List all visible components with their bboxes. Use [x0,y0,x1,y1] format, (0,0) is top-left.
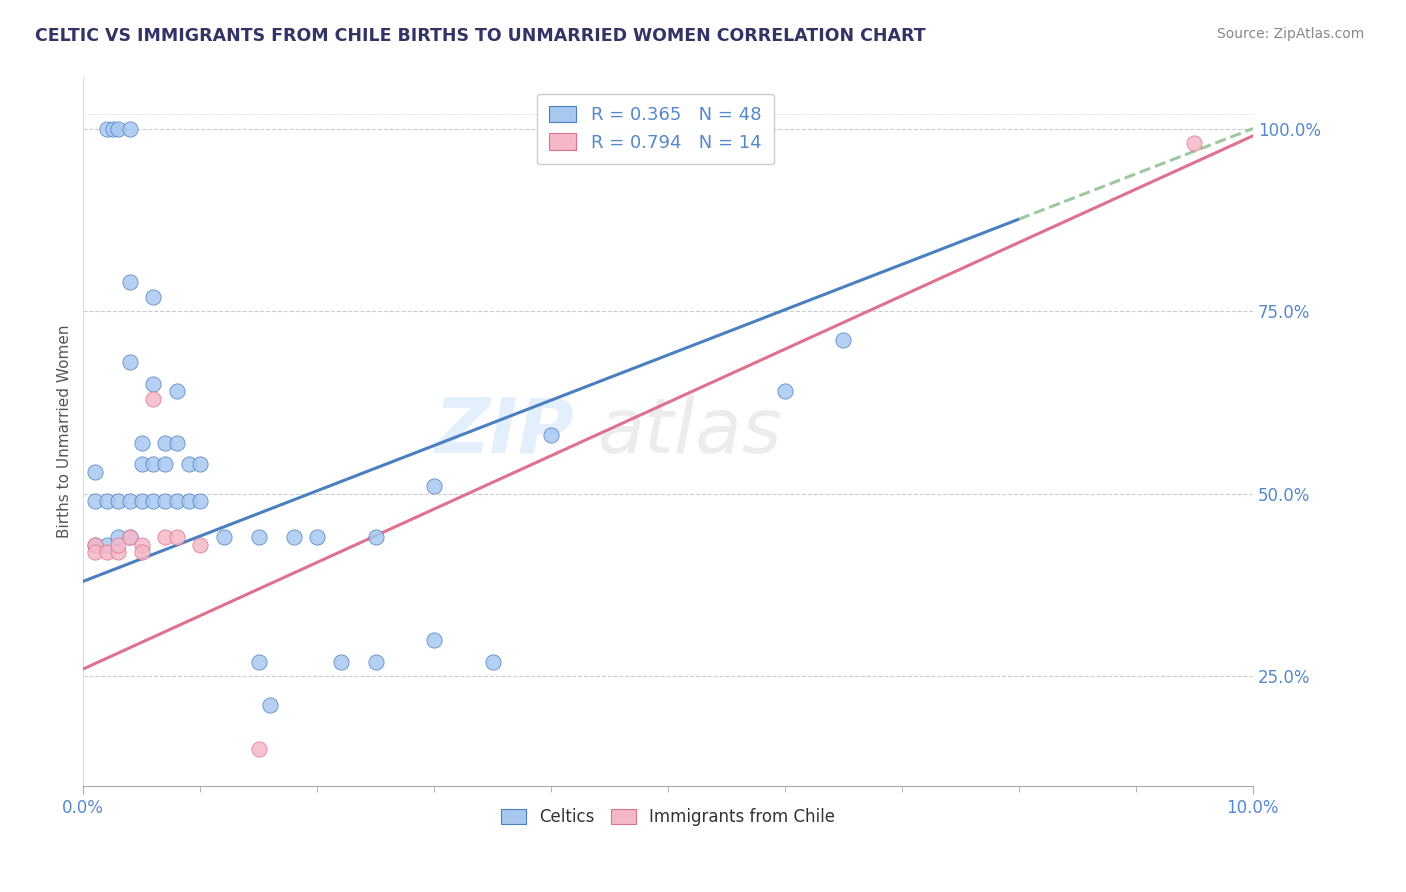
Point [107,545,129,559]
Point [142,377,165,392]
Point [177,458,200,472]
Point [423,632,446,647]
Point [84,538,107,552]
Point [120,494,142,508]
Point [120,531,142,545]
Point [188,538,211,552]
Point [84,465,107,479]
Point [247,742,270,756]
Point [832,334,855,348]
Point [120,531,142,545]
Point [188,494,211,508]
Point [153,494,176,508]
Point [1182,136,1205,150]
Text: CELTIC VS IMMIGRANTS FROM CHILE BIRTHS TO UNMARRIED WOMEN CORRELATION CHART: CELTIC VS IMMIGRANTS FROM CHILE BIRTHS T… [35,27,925,45]
Point [84,494,107,508]
Point [364,655,387,669]
Point [166,494,188,508]
Point [423,479,446,493]
Point [166,531,188,545]
Text: atlas: atlas [598,394,782,468]
Point [247,655,270,669]
Point [142,392,165,406]
Point [166,384,188,399]
Point [131,458,153,472]
Point [153,531,176,545]
Point [142,494,165,508]
Point [96,494,118,508]
Point [177,494,200,508]
Point [259,698,281,713]
Point [101,121,124,136]
Point [96,545,118,559]
Legend: Celtics, Immigrants from Chile: Celtics, Immigrants from Chile [492,799,844,834]
Point [212,531,235,545]
Point [153,458,176,472]
Point [307,531,329,545]
Point [84,538,107,552]
Point [107,121,129,136]
Point [166,435,188,450]
Point [142,458,165,472]
Point [481,655,503,669]
Point [96,538,118,552]
Point [84,545,107,559]
Point [773,384,796,399]
Point [540,428,562,442]
Point [131,545,153,559]
Point [142,289,165,303]
Point [107,538,129,552]
Point [96,121,118,136]
Point [329,655,352,669]
Point [131,538,153,552]
Point [364,531,387,545]
Point [107,494,129,508]
Point [120,275,142,289]
Text: ZIP: ZIP [434,394,575,468]
Point [283,531,305,545]
Y-axis label: Births to Unmarried Women: Births to Unmarried Women [58,325,72,539]
Point [131,494,153,508]
Text: Source: ZipAtlas.com: Source: ZipAtlas.com [1216,27,1364,41]
Point [107,531,129,545]
Point [120,355,142,369]
Point [131,435,153,450]
Point [120,121,142,136]
Point [188,458,211,472]
Point [247,531,270,545]
Point [153,435,176,450]
